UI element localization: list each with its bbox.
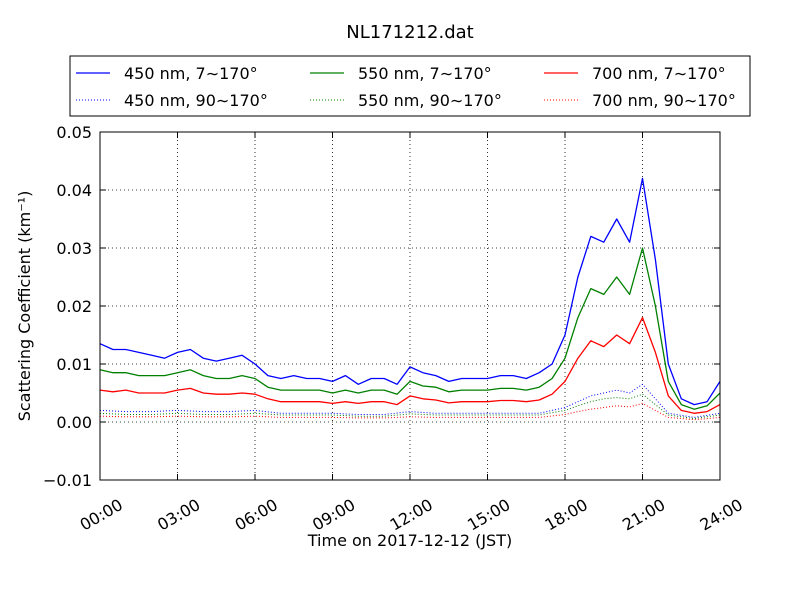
legend-label: 700 nm, 7∼170° (592, 64, 726, 83)
grid-lines (100, 132, 720, 480)
y-axis-ticks: −0.01 0.00 0.01 0.02 0.03 0.04 0.05 (43, 123, 720, 490)
series-line-5 (99, 402, 721, 421)
legend-label: 450 nm, 90∼170° (124, 91, 268, 110)
y-tick-label: 0.01 (56, 355, 92, 374)
x-axis-label: Time on 2017-12-12 (JST) (307, 531, 512, 550)
y-tick-label: 0.00 (56, 413, 92, 432)
chart-title: NL171212.dat (346, 22, 473, 43)
series-line-4 (99, 393, 721, 419)
series-line-0 (99, 177, 721, 406)
y-tick-label: 0.05 (56, 123, 92, 142)
legend-entries: 450 nm, 7∼170° 550 nm, 7∼170° 700 nm, 7∼17… (76, 64, 736, 110)
y-axis-label: Scattering Coefficient (km⁻¹) (15, 191, 34, 422)
legend-label: 700 nm, 90∼170° (592, 91, 736, 110)
series-lines (99, 177, 721, 421)
legend-label: 450 nm, 7∼170° (124, 64, 258, 83)
series-line-1 (99, 247, 721, 410)
legend: 450 nm, 7∼170° 550 nm, 7∼170° 700 nm, 7∼17… (69, 55, 751, 117)
legend-frame (69, 55, 751, 117)
plot-area: −0.010.000.010.020.030.040.05 00:00 03:00… (43, 123, 746, 535)
y-tick-label: 0.03 (56, 239, 92, 258)
y-tick-label: 0.02 (56, 297, 92, 316)
y-tick-label: 0.04 (56, 181, 92, 200)
series-line-3 (99, 383, 721, 418)
y-tick-label: −0.01 (43, 471, 92, 490)
legend-label: 550 nm, 90∼170° (358, 91, 502, 110)
legend-label: 550 nm, 7∼170° (358, 64, 492, 83)
series-line-2 (99, 316, 721, 414)
